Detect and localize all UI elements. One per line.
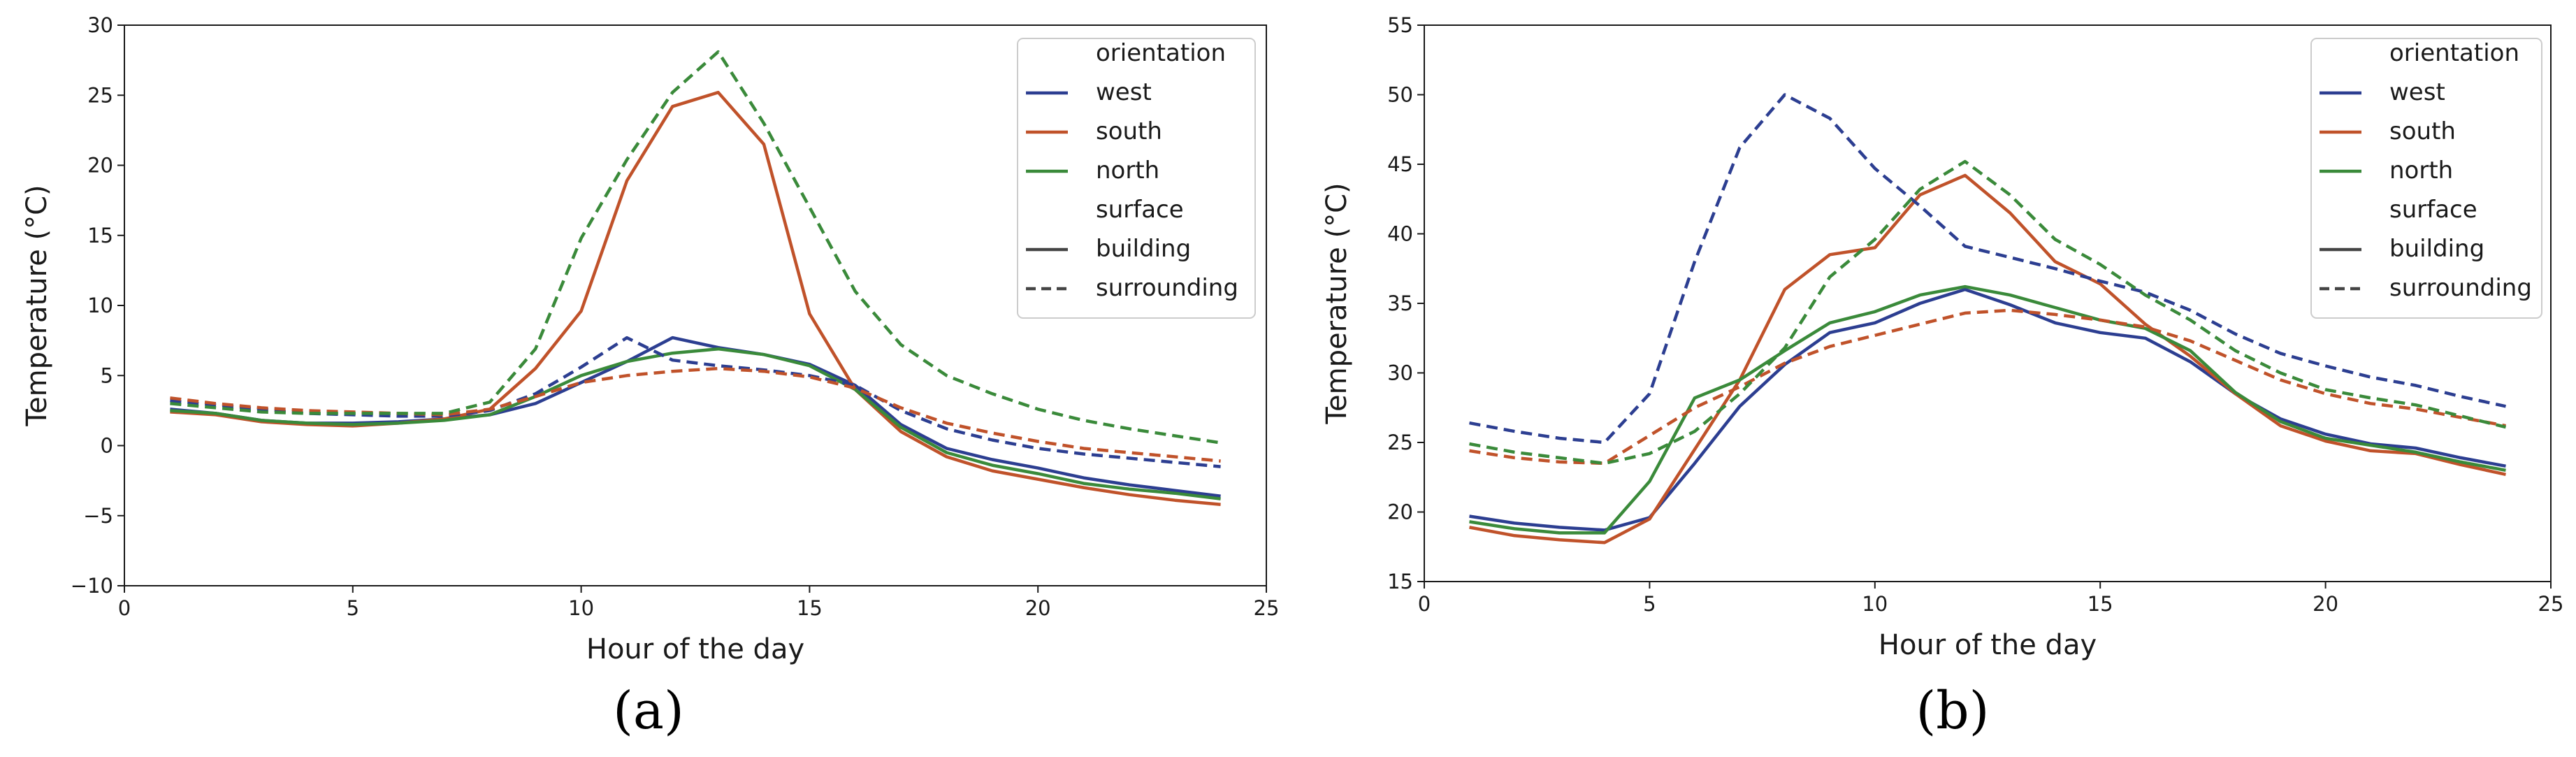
x-tick-label: 20: [1025, 596, 1051, 620]
y-tick-label: 45: [1387, 152, 1413, 176]
x-axis-label: Hour of the day: [586, 633, 804, 665]
legend-label-building: building: [2389, 235, 2484, 263]
y-tick-label: 5: [101, 363, 113, 387]
y-tick-label: 20: [87, 154, 113, 178]
series-line-south-surrounding: [170, 366, 1221, 463]
x-tick-label: 0: [118, 596, 131, 620]
y-tick-label: 25: [87, 83, 113, 107]
legend-box: [1017, 38, 1256, 319]
y-tick-label: 15: [87, 224, 113, 247]
x-tick-label: 15: [2087, 592, 2113, 616]
legend-label-south: south: [2389, 117, 2456, 145]
y-tick-label: 40: [1387, 222, 1413, 246]
legend-label-building: building: [1096, 235, 1191, 263]
x-tick-label: 25: [1254, 596, 1280, 620]
x-tick-label: 20: [2313, 592, 2338, 616]
legend-label-orientation: orientation: [2389, 39, 2519, 67]
y-tick-label: 35: [1387, 291, 1413, 315]
chart-panel-a: 0 5 10 15 20 25 −10 −5 0 5 10 15 20 25 30 Hour of the d…: [21, 13, 1279, 741]
x-tick-label: 10: [1862, 592, 1888, 616]
x-tick-label: 15: [797, 596, 823, 620]
panel-label: (b): [1916, 681, 1989, 741]
legend-label-west: west: [2389, 78, 2445, 106]
x-tick-label: 0: [1418, 592, 1431, 616]
series-line-north-building: [1469, 284, 2506, 535]
legend-label-south: south: [1096, 117, 1162, 145]
panel-label: (a): [613, 681, 684, 741]
legend-label-north: north: [1096, 157, 1159, 185]
series-line-north-surrounding: [1469, 159, 2507, 466]
series-line-north-surrounding: [170, 50, 1221, 445]
y-axis-label: Temperature (°C): [21, 185, 53, 426]
legend-label-surrounding: surrounding: [1096, 274, 1238, 302]
x-tick-label: 10: [568, 596, 594, 620]
series-line-south-surrounding: [1469, 308, 2506, 466]
y-tick-label: 20: [1387, 500, 1413, 524]
x-tick-label: 5: [1643, 592, 1656, 616]
legend-label-surrounding: surrounding: [2389, 274, 2532, 302]
legend-label-north: north: [2389, 157, 2453, 185]
series-line-west-building: [1469, 287, 2506, 532]
y-tick-label: 30: [87, 13, 113, 37]
legend-box: [2310, 38, 2542, 319]
legend-label-orientation: orientation: [1096, 39, 1226, 67]
legend-label-surface: surface: [1096, 196, 1184, 224]
series-line-south-building: [1469, 173, 2506, 545]
y-tick-label: 0: [101, 434, 113, 458]
y-tick-label: 55: [1387, 13, 1413, 37]
legend-label-surface: surface: [2389, 196, 2477, 224]
legend: orientation west south north surface building…: [1017, 38, 1256, 319]
legend-label-west: west: [1096, 78, 1152, 106]
x-tick-label: 5: [347, 596, 359, 620]
series-line-west-surrounding: [1469, 93, 2506, 445]
chart-panel-b: 0 5 10 15 20 25 15 20 25 30 35 40 45 50 55 Hour of the …: [1321, 13, 2563, 741]
x-tick-label: 25: [2538, 592, 2564, 616]
y-tick-label: 15: [1387, 570, 1413, 593]
y-tick-label: 10: [87, 294, 113, 317]
legend: orientation west south north surface building…: [2310, 38, 2542, 319]
y-axis-label: Temperature (°C): [1321, 182, 1353, 424]
y-tick-label: 30: [1387, 361, 1413, 385]
y-tick-label: 25: [1387, 431, 1413, 454]
series-line-north-building: [170, 347, 1221, 500]
y-tick-label: −10: [71, 574, 113, 598]
y-tick-label: 50: [1387, 83, 1413, 107]
x-axis-label: Hour of the day: [1879, 629, 2097, 661]
y-tick-label: −5: [83, 504, 113, 528]
